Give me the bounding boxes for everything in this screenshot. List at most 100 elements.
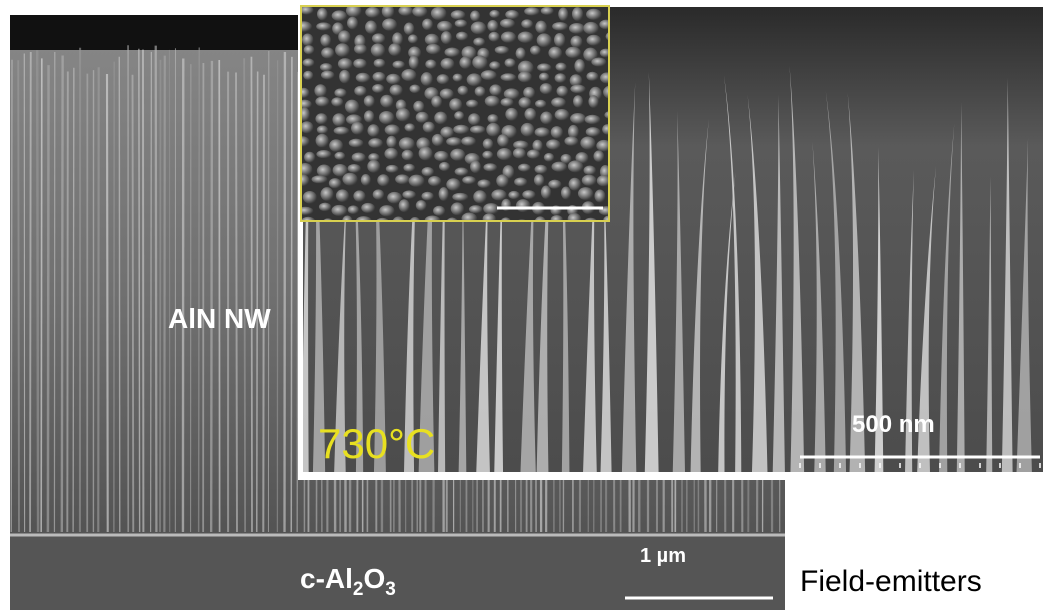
grain — [349, 139, 364, 148]
grain — [388, 43, 401, 56]
grain — [302, 33, 313, 46]
grain — [501, 73, 517, 81]
grain — [478, 179, 491, 188]
nanowire — [41, 58, 42, 532]
grain — [377, 174, 389, 186]
grain — [470, 161, 481, 174]
grain — [522, 190, 535, 199]
nanowire — [156, 46, 157, 532]
grain — [314, 84, 326, 97]
grain — [339, 70, 350, 84]
nanowire-label: AlN NW — [168, 303, 271, 334]
grain — [303, 58, 315, 66]
grain — [399, 199, 410, 212]
grain — [320, 63, 333, 71]
grain — [570, 36, 582, 48]
grain — [331, 97, 343, 106]
grain — [540, 83, 553, 94]
grain — [416, 112, 429, 123]
grain — [332, 10, 347, 21]
grain — [329, 178, 341, 188]
substrate-part: O — [363, 563, 385, 594]
grain — [539, 73, 549, 81]
grain — [439, 187, 449, 201]
grain — [432, 134, 444, 146]
grain — [451, 10, 466, 19]
grain — [338, 30, 350, 43]
grain — [402, 150, 414, 161]
nanowire — [251, 57, 252, 532]
grain — [519, 97, 532, 108]
nanowire — [139, 49, 140, 532]
substrate-subscript: 2 — [353, 579, 364, 600]
nanowire — [30, 52, 31, 532]
grain — [422, 19, 433, 30]
grain — [458, 86, 469, 96]
grain — [587, 35, 602, 46]
grain — [361, 203, 375, 213]
grain — [399, 137, 415, 150]
grain — [565, 47, 581, 58]
grain — [396, 108, 410, 121]
grain — [372, 84, 384, 93]
grain — [384, 148, 398, 160]
grain — [483, 163, 497, 171]
caption: Field-emitters — [800, 565, 982, 598]
grain — [504, 88, 520, 99]
grain — [516, 47, 526, 59]
grain — [404, 23, 415, 35]
grain — [473, 38, 485, 47]
grain — [534, 174, 544, 186]
grain — [572, 7, 583, 21]
temperature-label: 730°C — [318, 420, 435, 467]
grain — [440, 88, 454, 99]
grain — [501, 32, 516, 43]
grain — [320, 187, 333, 201]
grain — [527, 149, 540, 158]
grain — [300, 121, 313, 133]
grain — [544, 153, 554, 162]
grain — [537, 33, 552, 47]
grain — [586, 127, 601, 137]
grain — [481, 70, 497, 80]
grain — [586, 9, 601, 20]
grain — [489, 10, 499, 18]
grain — [455, 19, 468, 27]
grain — [523, 87, 535, 99]
grain — [535, 127, 550, 137]
substrate-subscript: 3 — [385, 579, 396, 600]
grain — [500, 19, 515, 28]
grain — [548, 47, 562, 59]
grain — [594, 190, 605, 203]
grain — [398, 6, 413, 16]
grain — [315, 113, 327, 124]
grain — [352, 153, 366, 162]
substrate-part: c-Al — [300, 563, 353, 594]
grain — [372, 33, 385, 43]
grain — [387, 192, 402, 204]
grain — [541, 186, 551, 199]
grain — [353, 190, 365, 201]
grain — [462, 176, 476, 184]
grain — [473, 190, 487, 203]
nanowire — [199, 47, 200, 532]
grain — [300, 6, 314, 15]
grain — [541, 7, 554, 15]
grain — [582, 175, 597, 186]
grain — [353, 59, 366, 69]
grain — [401, 69, 416, 81]
grain — [428, 176, 441, 186]
grain — [524, 7, 539, 15]
grain — [317, 126, 328, 134]
grain — [304, 152, 315, 163]
grain — [535, 21, 547, 34]
grain — [347, 17, 358, 30]
nanowire — [297, 72, 298, 532]
grain — [513, 148, 526, 159]
grain — [483, 203, 499, 214]
nanowire — [133, 75, 134, 532]
grain — [535, 100, 546, 108]
grain — [551, 97, 566, 107]
grain — [450, 149, 465, 161]
grain — [471, 21, 486, 34]
